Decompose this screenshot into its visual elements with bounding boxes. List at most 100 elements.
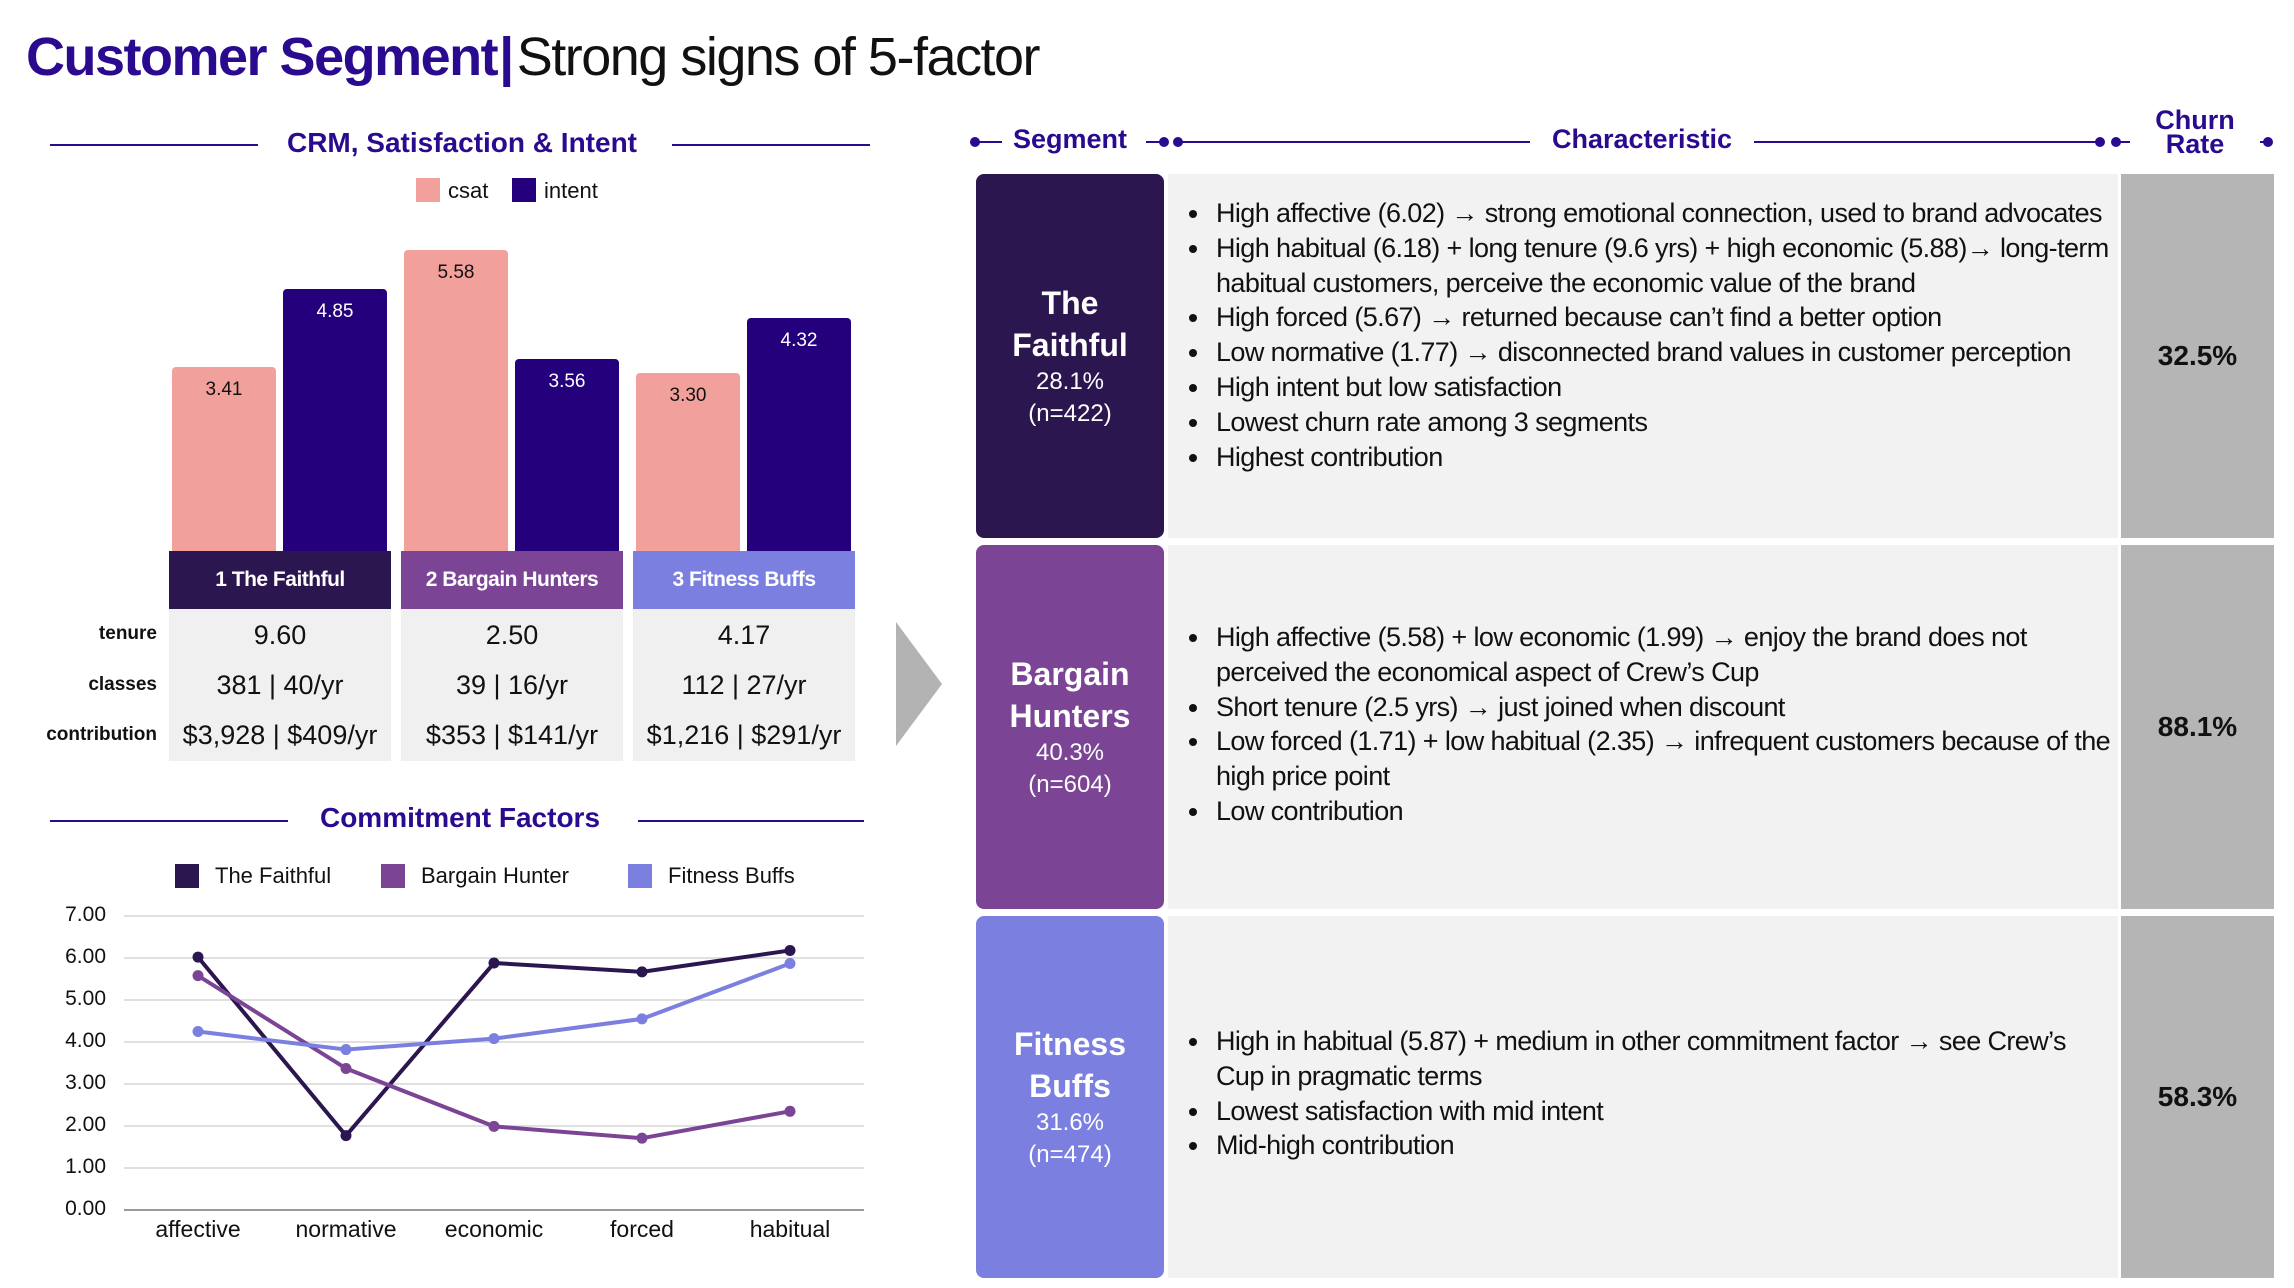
data-point: [192, 970, 204, 982]
bargain-legend-label: Bargain Hunter: [421, 863, 569, 888]
metric-label-tenure: tenure: [98, 623, 157, 644]
data-point: [784, 957, 796, 969]
crm-segment-faithful: 1 The Faithful: [169, 551, 391, 609]
data-point: [192, 951, 204, 963]
y-tick-label: 3.00: [65, 1071, 106, 1094]
characteristic-bullet: High affective (6.02) → strong emotional…: [1212, 196, 2118, 231]
fitness-legend-swatch: [628, 864, 652, 888]
metric-label-classes: classes: [88, 674, 157, 695]
commitment-header-line-left: [50, 820, 288, 822]
bar-csat: [636, 372, 740, 551]
segment-percent: 40.3%: [1035, 739, 1105, 766]
faithful-legend-swatch: [175, 864, 199, 888]
crm-title: CRM, Satisfaction & Intent: [286, 127, 637, 158]
bar-value-label: 4.32: [780, 329, 818, 351]
characteristic-bullet: Lowest satisfaction with mid intent: [1212, 1094, 2118, 1129]
metric-value: $1,216 | $291/yr: [646, 720, 842, 750]
segment-tile-fitness: Fitness Buffs 31.6% (n=474): [976, 916, 1164, 1278]
data-point: [636, 1013, 648, 1025]
segment-column-header: Segment: [1012, 124, 1128, 154]
segment-count: (n=422): [1028, 400, 1112, 427]
data-point: [488, 1033, 500, 1045]
characteristic-cell-faithful: High affective (6.02) → strong emotional…: [1168, 174, 2118, 538]
data-point: [340, 1062, 352, 1074]
crm-header-line-right: [672, 144, 870, 146]
data-point: [636, 966, 648, 978]
bargain-legend-swatch: [381, 864, 405, 888]
page-title: Customer Segment|Strong signs of 5-facto…: [26, 24, 1041, 90]
faithful-legend-label: The Faithful: [215, 863, 332, 888]
title-bold: Customer Segment: [26, 27, 499, 87]
crm-metrics-column-bargain: [401, 609, 623, 761]
metric-value: 9.60: [253, 620, 307, 650]
commitment-line-chart: [124, 915, 864, 1211]
characteristic-cell-fitness: High in habitual (5.87) + medium in othe…: [1168, 916, 2118, 1278]
commitment-header-line-right: [638, 820, 864, 822]
bar-value-label: 3.30: [669, 384, 707, 406]
data-point: [192, 1026, 204, 1037]
characteristic-bullet: High intent but low satisfaction: [1212, 370, 2118, 405]
segment-tile-faithful: The Faithful 28.1% (n=422): [976, 174, 1164, 538]
crm-header-line-left: [50, 144, 258, 146]
characteristic-bullet: Low forced (1.71) + low habitual (2.35) …: [1212, 724, 2118, 794]
crm-metrics-column-faithful: [169, 609, 391, 761]
bar-intent: [515, 358, 619, 551]
x-tick-label: normative: [295, 1216, 397, 1242]
segment-percent: 28.1%: [1035, 368, 1105, 395]
fitness-legend-label: Fitness Buffs: [668, 863, 795, 888]
metric-value: 2.50: [485, 620, 539, 650]
title-separator: |: [499, 27, 514, 87]
right-arrow-icon: [896, 622, 942, 746]
y-tick-label: 2.00: [65, 1113, 106, 1136]
characteristic-cell-bargain: High affective (5.58) + low economic (1.…: [1168, 545, 2118, 909]
bar-intent: [747, 317, 851, 551]
data-point: [488, 1120, 500, 1132]
bar-value-label: 3.41: [205, 378, 243, 400]
characteristic-bullet: Mid-high contribution: [1212, 1128, 2118, 1163]
y-tick-label: 1.00: [65, 1155, 106, 1178]
churn-column-header: Churn Rate: [2155, 105, 2235, 159]
data-point: [784, 944, 796, 956]
x-tick-label: habitual: [749, 1216, 831, 1242]
bar-value-label: 5.58: [437, 261, 475, 283]
characteristic-bullet: Low contribution: [1212, 794, 2118, 829]
x-tick-label: economic: [444, 1216, 544, 1242]
data-point: [636, 1132, 648, 1144]
characteristic-bullet: Lowest churn rate among 3 segments: [1212, 405, 2118, 440]
segment-name: Bargain Hunters: [1009, 656, 1131, 734]
churn-rate-bargain: 88.1%: [2121, 545, 2274, 909]
characteristic-bullet: High affective (5.58) + low economic (1.…: [1212, 620, 2118, 690]
table-header-lines: [970, 137, 2273, 147]
characteristic-bullet: High in habitual (5.87) + medium in othe…: [1212, 1024, 2118, 1094]
intent-legend-label: intent: [544, 178, 598, 203]
data-point: [340, 1044, 352, 1056]
churn-rate-faithful: 32.5%: [2121, 174, 2274, 538]
segment-name: The Faithful: [1012, 285, 1128, 363]
title-regular: Strong signs of 5-factor: [516, 27, 1041, 87]
characteristic-bullet: Low normative (1.77) → disconnected bran…: [1212, 335, 2118, 370]
data-point: [340, 1130, 352, 1142]
bar-intent: [283, 289, 387, 551]
segment-count: (n=474): [1028, 1141, 1112, 1168]
y-tick-label: 7.00: [65, 903, 106, 926]
churn-rate-fitness: 58.3%: [2121, 916, 2274, 1278]
characteristic-bullet: Highest contribution: [1212, 440, 2118, 475]
x-tick-label: forced: [610, 1216, 674, 1242]
data-point: [488, 957, 500, 969]
characteristic-bullet: High forced (5.67) → returned because ca…: [1212, 300, 2118, 335]
segment-tile-bargain: Bargain Hunters 40.3% (n=604): [976, 545, 1164, 909]
x-tick-label: affective: [155, 1216, 241, 1242]
crm-segment-fitness: 3 Fitness Buffs: [633, 551, 855, 609]
metric-value: 381 | 40/yr: [216, 670, 344, 700]
characteristic-bullet: Short tenure (2.5 yrs) → just joined whe…: [1212, 690, 2118, 725]
y-tick-label: 6.00: [65, 945, 106, 968]
crm-metrics-column-fitness: [633, 609, 855, 761]
y-tick-label: 0.00: [65, 1197, 106, 1220]
y-tick-label: 5.00: [65, 987, 106, 1010]
metric-value: $3,928 | $409/yr: [182, 720, 378, 750]
bar-csat: [172, 366, 276, 551]
csat-legend-label: csat: [448, 178, 489, 203]
metric-value: $353 | $141/yr: [425, 720, 599, 750]
characteristic-bullet: High habitual (6.18) + long tenure (9.6 …: [1212, 231, 2118, 301]
bar-value-label: 3.56: [548, 370, 586, 392]
